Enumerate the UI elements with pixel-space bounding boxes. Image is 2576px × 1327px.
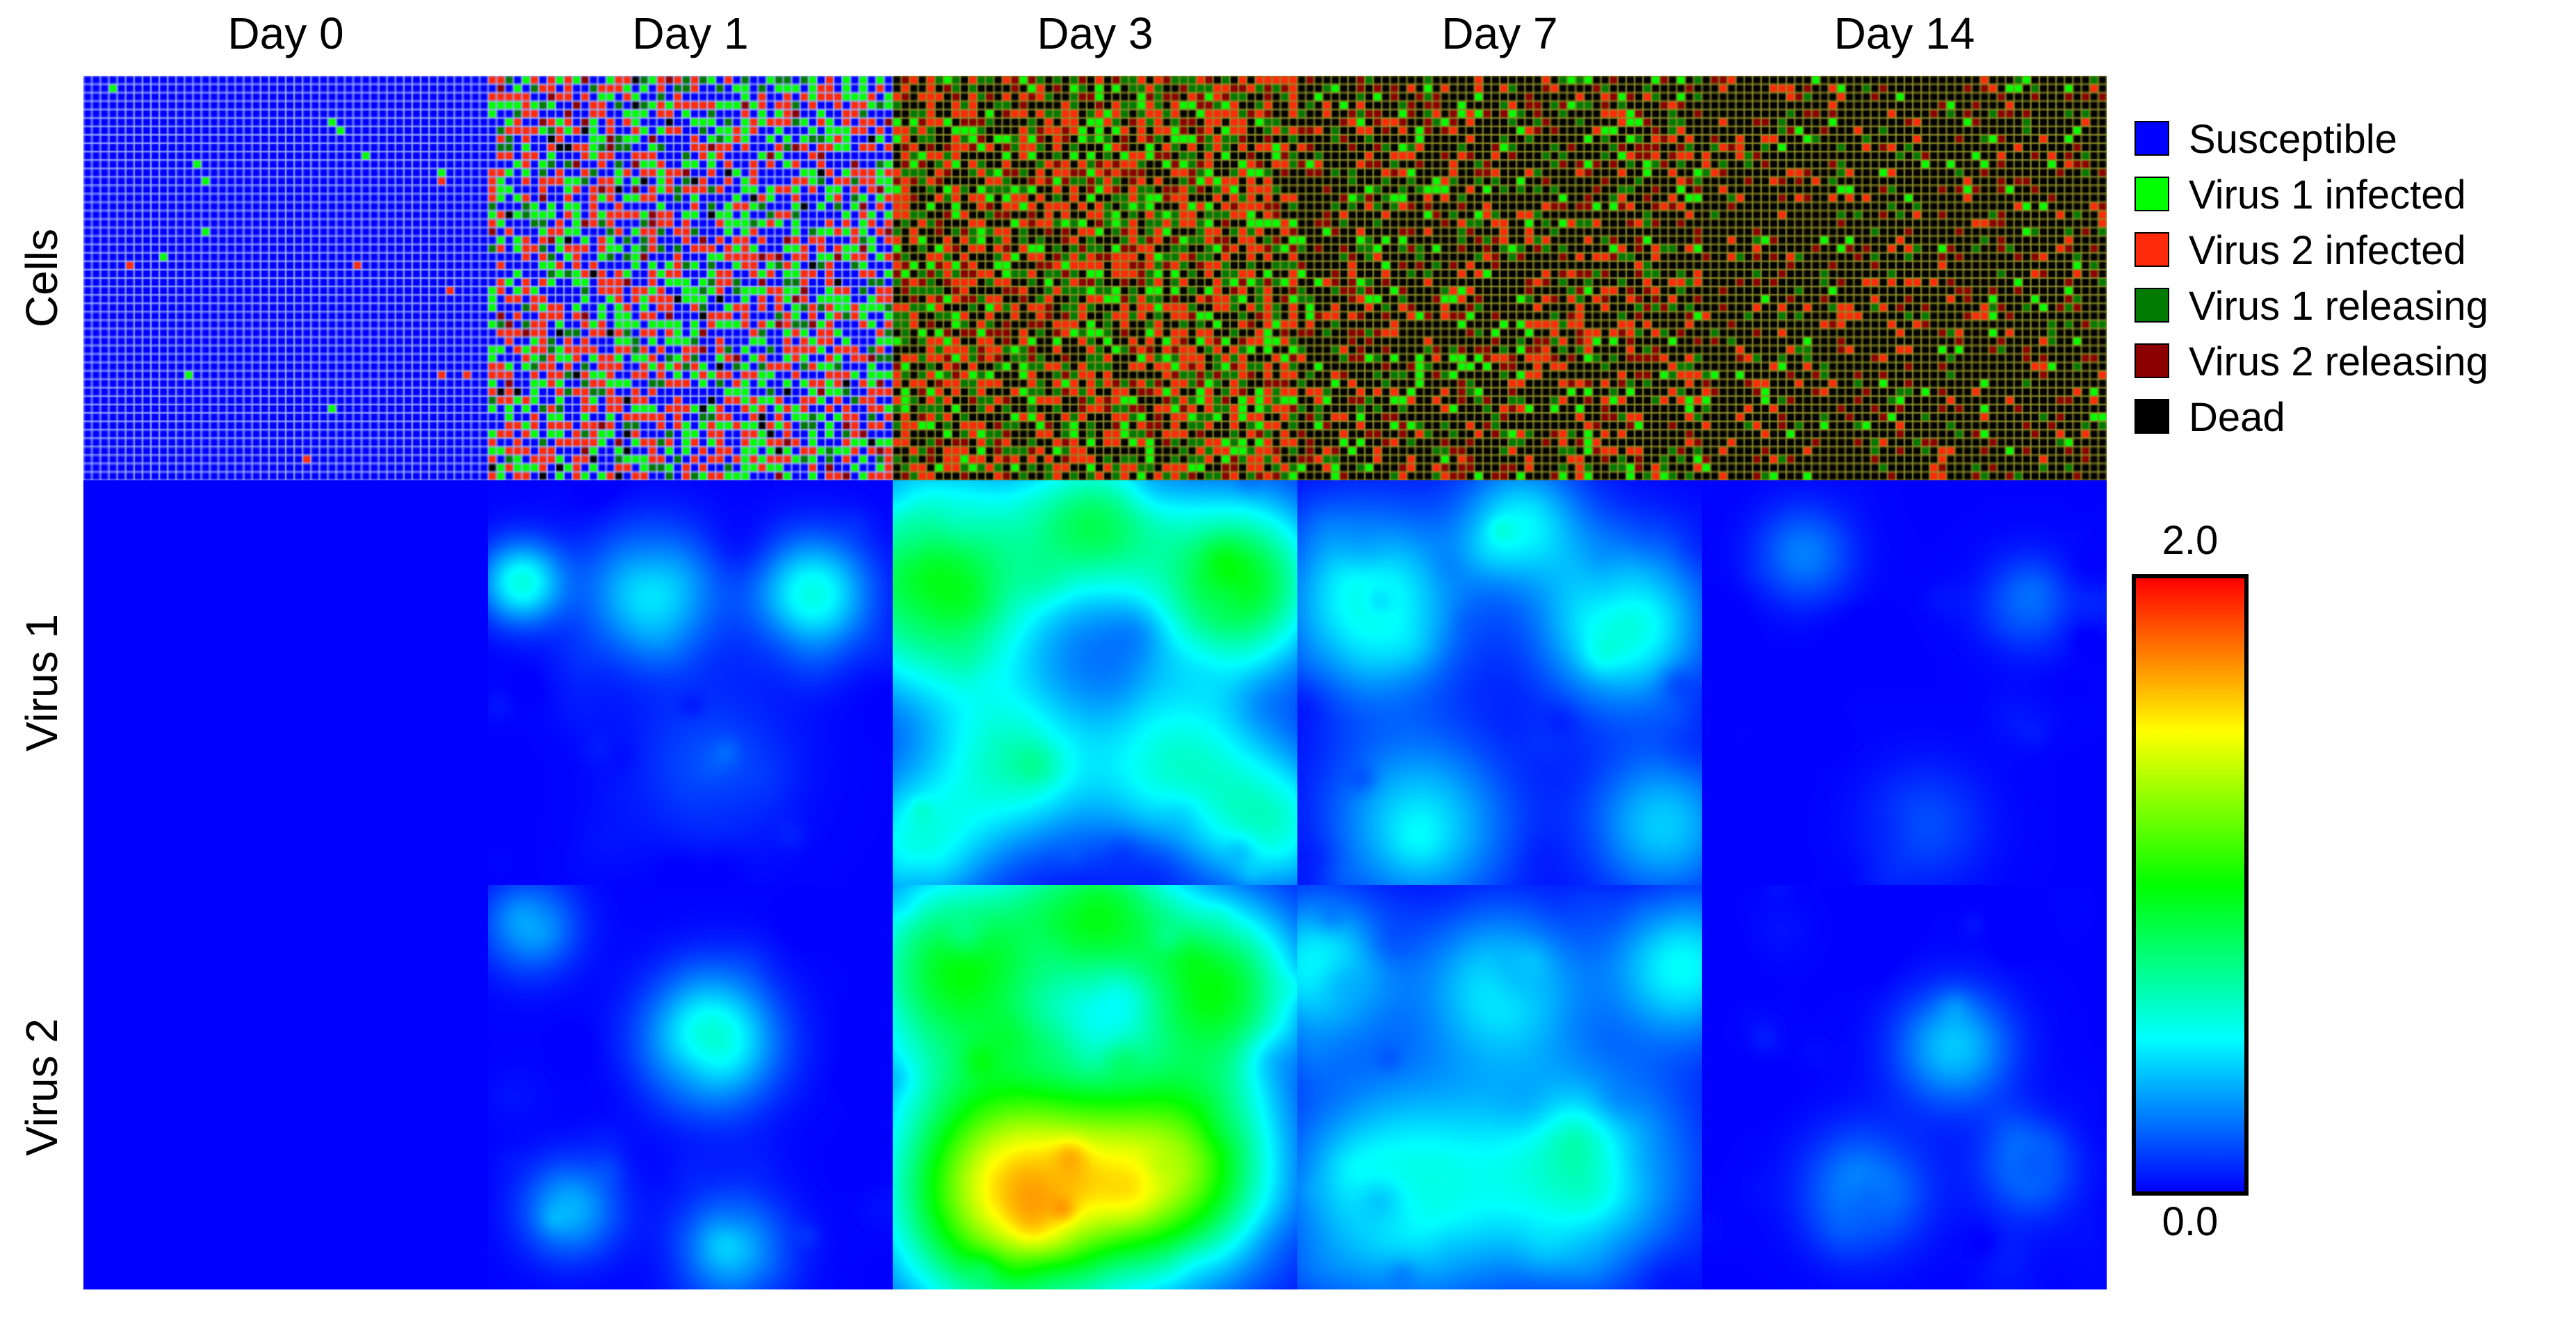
legend-swatch-virus-2-infected <box>2134 232 2169 267</box>
column-header-day-14: Day 14 <box>1833 8 1975 58</box>
cells-panel-day-0 <box>83 76 488 480</box>
virus-2-heatmap-day-7 <box>1297 885 1702 1289</box>
row-label-virus-1: Virus 1 <box>17 613 67 752</box>
cells-grid-day-0 <box>83 76 488 480</box>
colorbar-min-label: 0.0 <box>2162 1199 2219 1244</box>
column-header-day-3: Day 3 <box>1037 8 1153 58</box>
virus-2-heatmap-day-3 <box>893 885 1297 1289</box>
legend-swatch-dead <box>2134 399 2169 434</box>
legend-label-virus-2-infected: Virus 2 infected <box>2189 228 2466 273</box>
column-header-day-0: Day 0 <box>227 8 344 58</box>
colorbar-max-label: 2.0 <box>2162 518 2219 563</box>
row-label-cells: Cells <box>17 228 67 328</box>
virus-1-heatmap-day-3 <box>893 480 1297 885</box>
virus-1-heatmap-day-7 <box>1297 480 1702 885</box>
virus-1-heatmap-day-1 <box>488 480 893 885</box>
row-label-virus-2: Virus 2 <box>17 1018 67 1157</box>
concentration-colorbar <box>2132 574 2249 1196</box>
virus-1-panel-day-3 <box>893 480 1297 885</box>
virus-1-panel-day-1 <box>488 480 893 885</box>
legend-label-virus-1-infected: Virus 1 infected <box>2189 172 2466 218</box>
virus-1-heatmap-day-0 <box>83 480 488 885</box>
legend-item-dead: Dead <box>2134 395 2576 440</box>
legend-item-susceptible: Susceptible <box>2134 117 2576 162</box>
virus-2-heatmap-day-1 <box>488 885 893 1289</box>
legend-item-virus-2-releasing: Virus 2 releasing <box>2134 339 2576 384</box>
cells-panel-day-1 <box>488 76 893 480</box>
virus-2-panel-day-14 <box>1702 885 2107 1289</box>
legend-label-virus-2-releasing: Virus 2 releasing <box>2189 339 2488 384</box>
legend-item-virus-1-releasing: Virus 1 releasing <box>2134 284 2576 329</box>
cells-panel-day-3 <box>893 76 1297 480</box>
legend-item-virus-2-infected: Virus 2 infected <box>2134 228 2576 273</box>
virus-2-panel-day-1 <box>488 885 893 1289</box>
column-header-day-7: Day 7 <box>1441 8 1558 58</box>
virus-1-panel-day-0 <box>83 480 488 885</box>
virus-2-heatmap-day-14 <box>1702 885 2107 1289</box>
legend-label-virus-1-releasing: Virus 1 releasing <box>2189 284 2488 329</box>
legend-swatch-virus-2-releasing <box>2134 343 2169 378</box>
legend-swatch-susceptible <box>2134 121 2169 156</box>
legend-label-susceptible: Susceptible <box>2189 117 2397 162</box>
legend-swatch-virus-1-releasing <box>2134 288 2169 323</box>
legend-swatch-virus-1-infected <box>2134 177 2169 211</box>
cells-panel-day-7 <box>1297 76 1702 480</box>
cells-grid-day-3 <box>893 76 1297 480</box>
cells-grid-day-14 <box>1702 76 2107 480</box>
virus-2-panel-day-0 <box>83 885 488 1289</box>
virus-2-panel-day-3 <box>893 885 1297 1289</box>
cells-grid-day-7 <box>1297 76 1702 480</box>
virus-1-panel-day-14 <box>1702 480 2107 885</box>
cells-panel-day-14 <box>1702 76 2107 480</box>
cells-grid-day-1 <box>488 76 893 480</box>
virus-2-panel-day-7 <box>1297 885 1702 1289</box>
legend-label-dead: Dead <box>2189 395 2285 440</box>
legend-item-virus-1-infected: Virus 1 infected <box>2134 172 2576 218</box>
virus-2-heatmap-day-0 <box>83 885 488 1289</box>
column-header-day-1: Day 1 <box>632 8 749 58</box>
virus-1-heatmap-day-14 <box>1702 480 2107 885</box>
virus-1-panel-day-7 <box>1297 480 1702 885</box>
